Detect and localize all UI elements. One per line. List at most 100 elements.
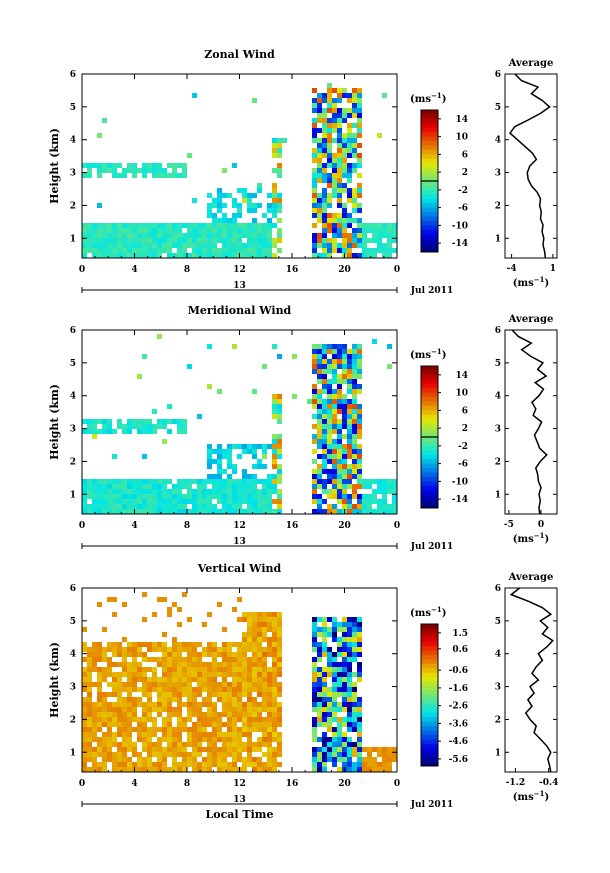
heatmap-cell <box>127 722 132 727</box>
heatmap-cell <box>252 223 257 228</box>
heatmap-cell <box>152 742 157 747</box>
heatmap-cell <box>87 652 92 657</box>
heatmap-cell <box>122 652 127 657</box>
heatmap-cell <box>342 762 347 767</box>
heatmap-cell <box>107 479 112 484</box>
heatmap-cell <box>197 682 202 687</box>
heatmap-cell <box>317 178 322 183</box>
heatmap-cell <box>257 747 262 752</box>
heatmap-cell <box>157 762 162 767</box>
heatmap-cell <box>347 667 352 672</box>
heatmap-cell <box>332 464 337 469</box>
heatmap-cell <box>317 667 322 672</box>
heatmap-cell <box>152 752 157 757</box>
heatmap-cell <box>227 732 232 737</box>
heatmap-cell <box>277 622 282 627</box>
heatmap-cell <box>182 424 187 429</box>
heatmap-cell <box>212 742 217 747</box>
heatmap-cell <box>87 489 92 494</box>
heatmap-cell <box>127 717 132 722</box>
heatmap-cell <box>97 253 102 258</box>
heatmap-cell <box>147 429 152 434</box>
heatmap-cell <box>232 248 237 253</box>
heatmap-cell <box>347 647 352 652</box>
heatmap-cell <box>132 652 137 657</box>
heatmap-cell <box>387 344 392 349</box>
heatmap-cell <box>317 499 322 504</box>
heatmap-cell <box>192 652 197 657</box>
heatmap-cell <box>147 163 152 168</box>
colorbar-segment <box>421 243 438 248</box>
heatmap-cell <box>97 499 102 504</box>
heatmap-cell <box>332 138 337 143</box>
colorbar-segment <box>421 695 438 700</box>
heatmap-cell <box>322 349 327 354</box>
heatmap-cell <box>227 449 232 454</box>
heatmap-cell <box>142 163 147 168</box>
heatmap-cell <box>272 637 277 642</box>
heatmap-cell <box>107 752 112 757</box>
heatmap-cell <box>337 354 342 359</box>
heatmap-cell <box>312 349 317 354</box>
heatmap-cell <box>267 712 272 717</box>
colorbar-segment <box>421 229 438 235</box>
colorbar-segment <box>421 717 438 723</box>
heatmap-cell <box>197 253 202 258</box>
date-label: Jul 2011 <box>410 542 453 552</box>
heatmap-cell <box>247 627 252 632</box>
heatmap-cell <box>167 687 172 692</box>
heatmap-cell <box>122 489 127 494</box>
heatmap-cell <box>147 712 152 717</box>
average-y-tick-label: 2 <box>495 457 501 467</box>
heatmap-cell <box>227 228 232 233</box>
y-axis-label: Height (km) <box>48 128 61 204</box>
heatmap-cell <box>327 148 332 153</box>
colorbar-frame <box>420 623 439 767</box>
heatmap-field <box>82 83 397 258</box>
heatmap-cell <box>87 504 92 509</box>
heatmap-cell <box>177 722 182 727</box>
heatmap-cell <box>137 642 142 647</box>
colorbar-segment <box>421 637 438 643</box>
heatmap-cell <box>207 722 212 727</box>
heatmap-cell <box>182 173 187 178</box>
heatmap-cell <box>262 509 267 514</box>
heatmap-cell <box>337 757 342 762</box>
heatmap-cell <box>357 712 362 717</box>
heatmap-cell <box>272 762 277 767</box>
heatmap-cell <box>337 489 342 494</box>
heatmap-cell <box>192 657 197 662</box>
average-y-tick-label: 4 <box>495 650 501 660</box>
heatmap-cell <box>177 499 182 504</box>
heatmap-cell <box>277 712 282 717</box>
heatmap-cell <box>202 504 207 509</box>
heatmap-cell <box>357 183 362 188</box>
heatmap-cell <box>322 652 327 657</box>
heatmap-cell <box>212 647 217 652</box>
heatmap-cell <box>312 389 317 394</box>
heatmap-cell <box>92 499 97 504</box>
heatmap-cell <box>177 707 182 712</box>
heatmap-cell <box>252 622 257 627</box>
heatmap-cell <box>252 662 257 667</box>
heatmap-cell <box>322 702 327 707</box>
heatmap-cell <box>142 592 147 597</box>
heatmap-cell <box>117 677 122 682</box>
heatmap-cell <box>322 424 327 429</box>
heatmap-cell <box>227 484 232 489</box>
heatmap-cell <box>232 762 237 767</box>
heatmap-cell <box>162 223 167 228</box>
heatmap-cell <box>157 687 162 692</box>
heatmap-cell <box>212 747 217 752</box>
heatmap-cell <box>237 687 242 692</box>
heatmap-cell <box>252 449 257 454</box>
heatmap-cell <box>267 489 272 494</box>
heatmap-cell <box>172 692 177 697</box>
heatmap-cell <box>167 248 172 253</box>
heatmap-cell <box>92 253 97 258</box>
heatmap-cell <box>327 253 332 258</box>
heatmap-cell <box>152 677 157 682</box>
heatmap-cell <box>207 752 212 757</box>
heatmap-cell <box>92 667 97 672</box>
heatmap-cell <box>242 198 247 203</box>
